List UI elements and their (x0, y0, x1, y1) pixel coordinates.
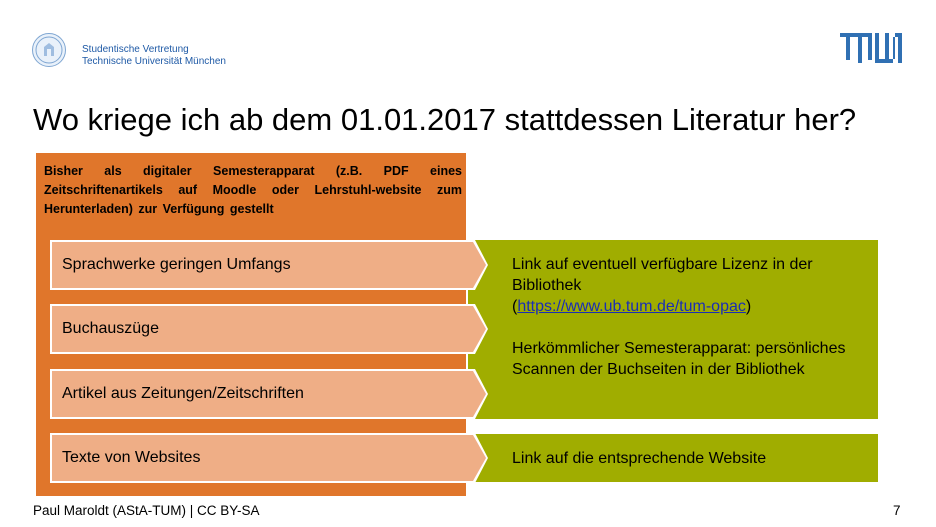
org-line-1: Studentische Vertretung (82, 44, 189, 55)
slide-title: Wo kriege ich ab dem 01.01.2017 stattdes… (33, 102, 857, 137)
item-label: Artikel aus Zeitungen/Zeitschriften (62, 385, 304, 402)
footer-credit: Paul Maroldt (AStA-TUM) | CC BY-SA (33, 503, 260, 518)
link-paren-close: ) (745, 298, 752, 315)
item-buchauszuege: Buchauszüge (50, 304, 488, 354)
green-panel-website (468, 434, 878, 482)
tum-logo (840, 33, 902, 63)
green-panel-license (468, 240, 878, 419)
asta-seal-logo (32, 33, 66, 67)
item-artikel: Artikel aus Zeitungen/Zeitschriften (50, 369, 488, 419)
item-label: Texte von Websites (62, 449, 201, 466)
item-label: Sprachwerke geringen Umfangs (62, 256, 291, 273)
semesterapparat-text: Herkömmlicher Semesterapparat: persönlic… (512, 340, 846, 378)
tum-opac-link[interactable]: https://www.ub.tum.de/tum-opac (517, 298, 746, 315)
organization-name: Studentische Vertretung Technische Unive… (82, 44, 226, 68)
item-sprachwerke: Sprachwerke geringen Umfangs (50, 240, 488, 290)
website-link-text: Link auf die entsprechende Website (512, 450, 767, 467)
org-line-2: Technische Universität München (82, 56, 226, 67)
license-link-line: (https://www.ub.tum.de/tum-opac) (512, 296, 874, 317)
license-line: Link auf eventuell verfügbare Lizenz in … (512, 256, 813, 294)
item-websites: Texte von Websites (50, 433, 488, 483)
panel-description: Bisher als digitaler Semesterapparat (z.… (44, 164, 462, 216)
seal-icon (35, 36, 63, 64)
link-paren-open: ( (512, 298, 518, 315)
item-label: Buchauszüge (62, 320, 159, 337)
page-number: 7 (893, 503, 901, 518)
license-text: Link auf eventuell verfügbare Lizenz in … (512, 254, 874, 380)
